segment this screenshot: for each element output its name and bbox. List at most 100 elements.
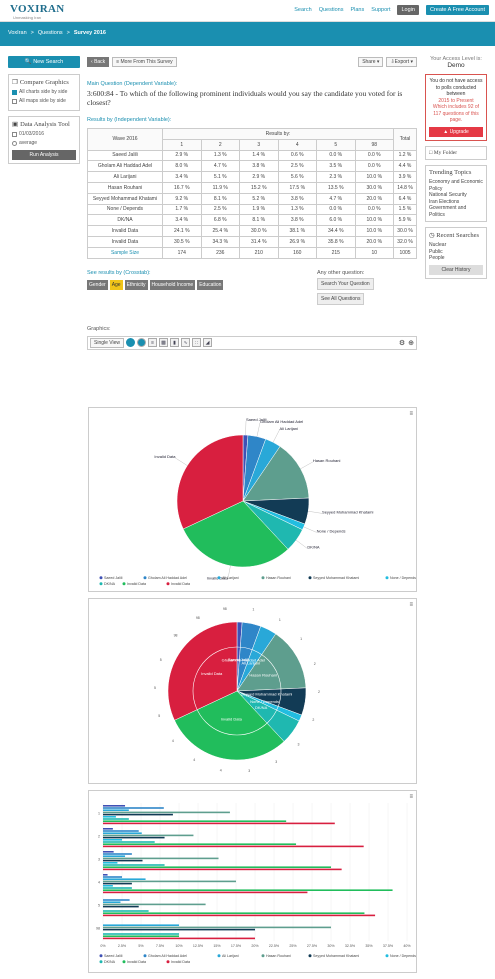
area-chart-icon[interactable]: ◢ — [203, 338, 213, 348]
nav-search[interactable]: Search — [294, 7, 312, 13]
checkbox-checked-icon — [12, 90, 17, 95]
scatter-chart-icon[interactable]: ∷ — [192, 338, 202, 348]
y-tick-label: 4 — [98, 881, 100, 885]
nav-questions[interactable]: Questions — [318, 7, 344, 13]
table-cell: 30.0 % — [354, 181, 394, 194]
clear-history-button[interactable]: Clear History — [429, 264, 483, 275]
table-cell: 5.2 % — [239, 192, 279, 205]
crumb-voxiran[interactable]: VoxIran — [8, 30, 27, 36]
logo[interactable]: VOXIRAN — [10, 3, 65, 15]
chart-menu-icon[interactable]: ≡ — [409, 794, 413, 800]
crumb-sep: > — [66, 30, 70, 36]
crumb-sep: > — [30, 30, 34, 36]
recent-item[interactable]: People — [429, 255, 445, 261]
trending-item[interactable]: National Security — [429, 192, 467, 198]
legend-marker — [122, 582, 126, 586]
ring-label: 2 — [318, 690, 320, 694]
bar-chart-icon[interactable]: ▩ — [159, 338, 169, 348]
bar — [103, 813, 173, 816]
donut-chart-icon[interactable] — [137, 338, 147, 348]
chevron-left-icon: ‹ — [91, 58, 95, 65]
all-charts-checkbox[interactable]: All charts side by side — [12, 89, 76, 96]
table-cell: 35.8 % — [316, 235, 356, 248]
average-option[interactable]: average — [12, 140, 76, 147]
col-header: 4 — [277, 138, 317, 151]
x-tick-label: 15% — [213, 944, 221, 948]
recent-item[interactable]: Public — [429, 248, 443, 255]
zoom-icon[interactable]: ⊕ — [408, 339, 414, 347]
run-analysis-button[interactable]: Run Analysis — [12, 150, 76, 160]
table-cell: 10.0 % — [354, 171, 394, 183]
y-tick-label: 1 — [98, 812, 100, 816]
table-cell: 1.4 % — [239, 149, 279, 162]
table-row: Saeed Jalili 2.9 % 1.3 % 1.4 % 0.6 % 0.0 % 0.0… — [87, 149, 417, 162]
more-from-survey-button[interactable]: ≡ More From This Survey — [112, 56, 177, 67]
all-maps-checkbox[interactable]: All maps side by side — [12, 98, 76, 105]
chip-household-income[interactable]: Household Income — [149, 279, 196, 290]
table-cell: 34.3 % — [200, 235, 240, 248]
table-cell: 2.9 % — [239, 171, 279, 183]
table-body: Saeed Jalili 2.9 % 1.3 % 1.4 % 0.6 % 0.0 % 0.0… — [87, 149, 417, 248]
chart-menu-icon[interactable]: ≡ — [409, 411, 413, 417]
row-label: Invalid Data — [87, 235, 163, 248]
upgrade-button[interactable]: ▲ Upgrade — [429, 126, 483, 137]
back-button[interactable]: ‹ Back — [87, 56, 110, 67]
column-chart-icon[interactable]: ▮ — [170, 338, 180, 348]
table-icon: ▣ — [12, 121, 19, 128]
search-question-button[interactable]: Search Your Question — [317, 277, 374, 290]
bar-horizontal-icon[interactable]: ≡ — [148, 338, 158, 348]
nav-support[interactable]: Support — [371, 7, 391, 13]
chart-menu-icon[interactable]: ≡ — [409, 602, 413, 608]
table-cell: 31.4 % — [239, 235, 279, 248]
bar — [103, 933, 179, 935]
trending-item[interactable]: Government and Politics — [429, 205, 467, 218]
bar-chart: 0% 2.5% 5% 7.5% 10% 12.5% 15% 17.5% 20% 22.5% 25% 2… — [96, 803, 416, 964]
table-cell: 38.1 % — [277, 225, 317, 237]
table-cell: 2.3 % — [316, 171, 356, 183]
gear-icon[interactable]: ⚙ — [398, 339, 406, 347]
bar — [103, 874, 108, 876]
chip-age[interactable]: Age — [109, 279, 123, 290]
line-chart-icon[interactable]: ∿ — [181, 338, 191, 348]
legend-label: Saeed Jalili — [104, 954, 123, 958]
trending-item[interactable]: Iran Elections — [429, 198, 460, 205]
recent-item[interactable]: Nuclear — [429, 242, 447, 248]
bar — [103, 880, 236, 883]
ring-label: 1 — [300, 637, 302, 641]
all-charts-label: All charts side by side — [19, 89, 68, 95]
pie-chart-icon[interactable] — [126, 338, 136, 348]
bar — [103, 914, 376, 917]
bar — [103, 809, 129, 811]
single-view-button[interactable]: Single View — [90, 337, 125, 348]
my-folder[interactable]: □ My Folder — [425, 146, 487, 160]
table-row: DK/NA 3.4 % 6.8 % 8.1 % 3.8 % 6.0 % 10.0 % 5.9 … — [87, 214, 417, 227]
free-account-button[interactable]: Create A Free Account — [425, 5, 489, 15]
chip-gender[interactable]: Gender — [87, 279, 108, 290]
other-question: Any other question: Search Your Question… — [317, 270, 417, 308]
nav-plans[interactable]: Plans — [350, 7, 365, 13]
share-button[interactable]: Share ▾ — [358, 56, 384, 67]
total-cell: 14.8 % — [393, 181, 417, 194]
table-cell: 1.7 % — [162, 203, 202, 216]
table-cell: 0.0 % — [316, 149, 356, 162]
slice-label: Invalid Data — [201, 671, 223, 676]
chip-ethnicity[interactable]: Ethnicity — [124, 279, 148, 290]
bar — [103, 853, 132, 855]
x-tick-label: 40% — [403, 944, 411, 948]
export-button[interactable]: ⇩Export ▾ — [386, 56, 417, 67]
chip-education[interactable]: Education — [197, 279, 224, 290]
trending-item[interactable]: Economy and Economic Policy — [429, 179, 483, 192]
slice-label-line — [303, 526, 317, 533]
table-cell: 4.7 % — [316, 192, 356, 205]
new-search-button[interactable]: 🔍 New Search — [8, 56, 80, 68]
see-all-questions-button[interactable]: See All Questions — [317, 292, 365, 305]
folder-label: □ My Folder — [429, 150, 457, 156]
row-label: DK/NA — [87, 214, 163, 227]
legend-label: Invalid Data — [127, 582, 146, 586]
x-tick-label: 27.5% — [307, 944, 318, 948]
date-option[interactable]: 01/03/2016 — [12, 131, 76, 138]
crumb-questions[interactable]: Questions — [37, 30, 63, 36]
bar — [103, 845, 364, 848]
graphics-toolbar-right: ⚙ ⊕ — [399, 339, 414, 347]
login-button[interactable]: Login — [397, 5, 419, 15]
